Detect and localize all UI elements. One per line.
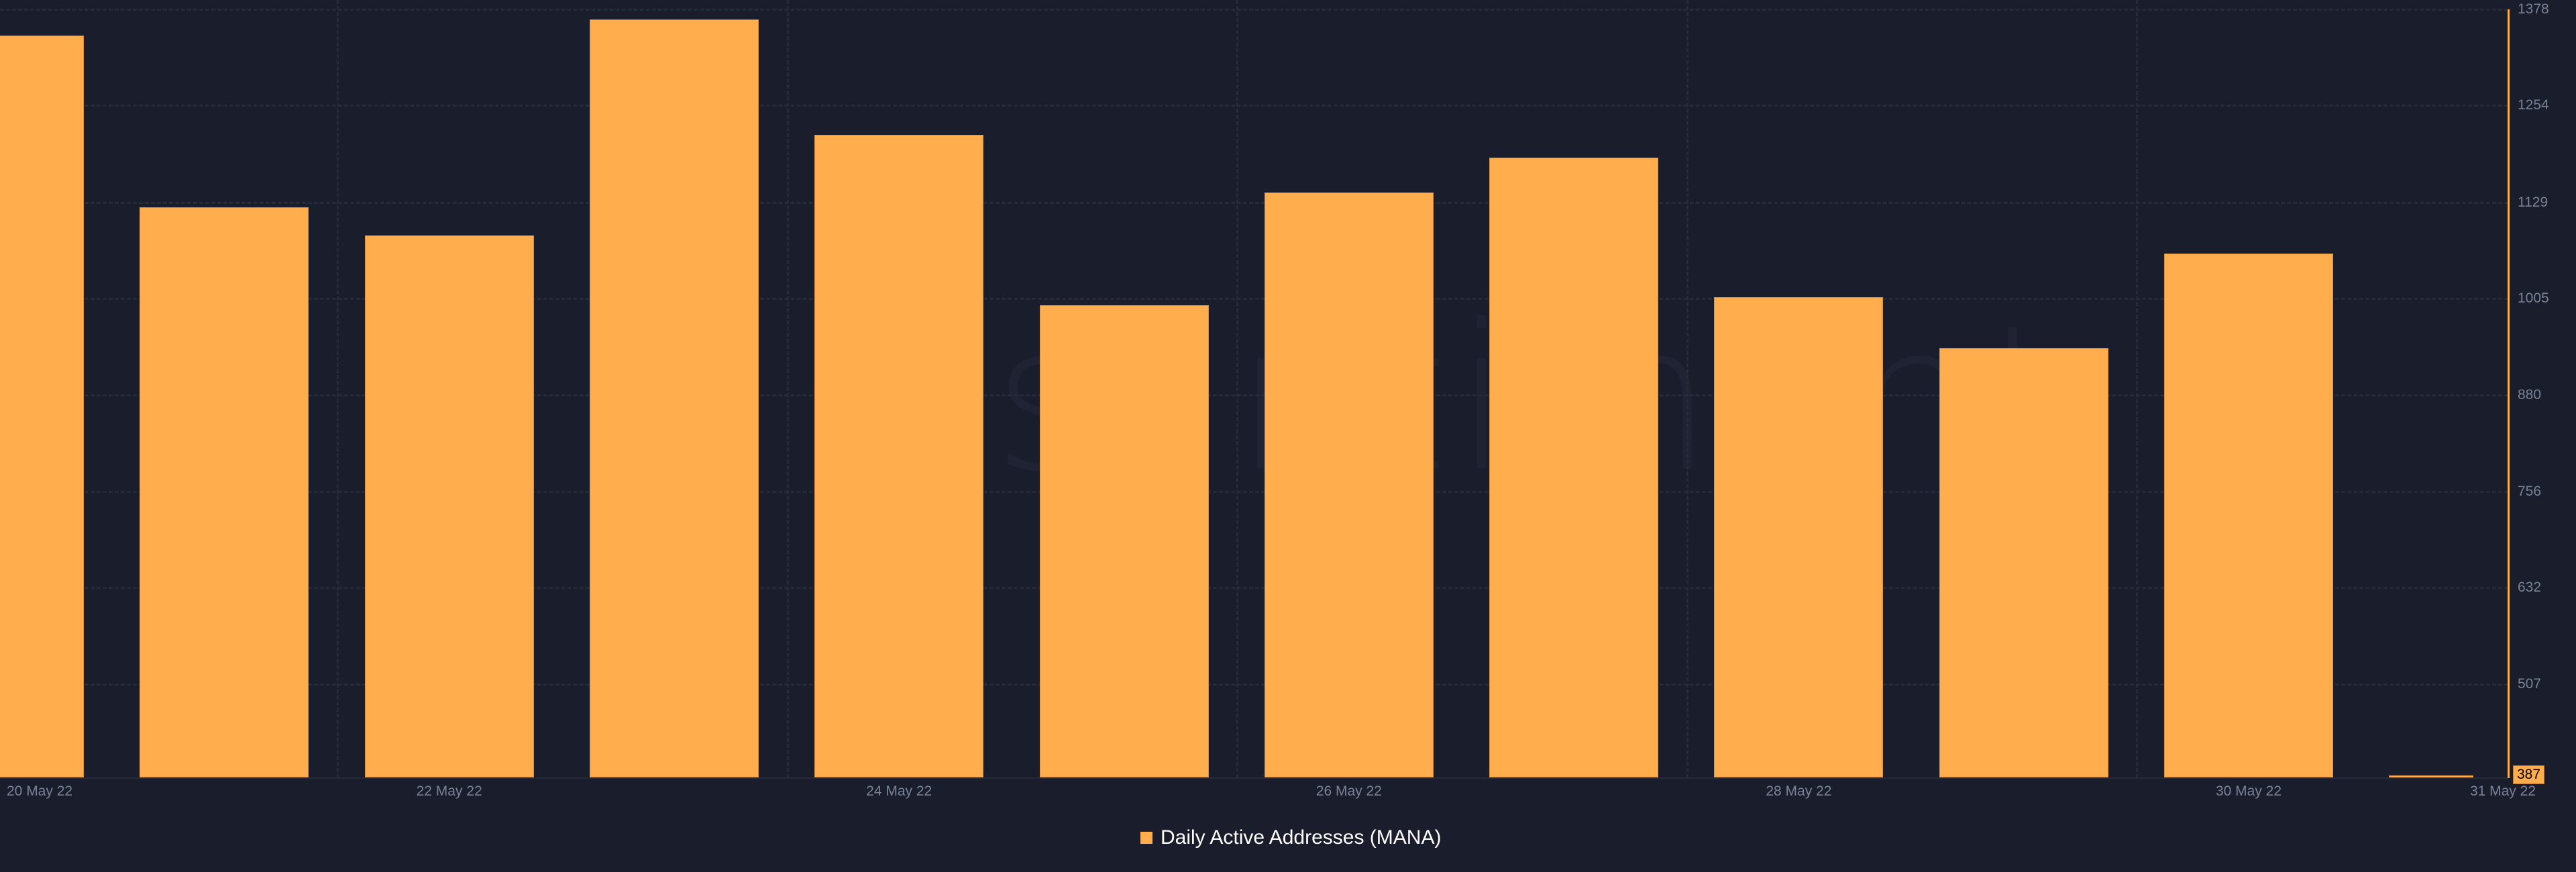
x-tick-label: 30 May 22 — [2215, 783, 2282, 799]
bar-20-may-22[interactable] — [0, 36, 84, 777]
y-tick-label: 880 — [2518, 387, 2542, 403]
y-tick-label: 1378 — [2518, 1, 2549, 17]
bar-29-may-22[interactable] — [1939, 347, 2108, 777]
y-tick-label: 756 — [2518, 483, 2542, 499]
x-tick-label: 31 May 22 — [2469, 783, 2536, 799]
bar-25-may-22[interactable] — [1039, 305, 1209, 777]
grid-line-horizontal — [0, 105, 2508, 107]
y-tick-label: 1129 — [2518, 194, 2548, 210]
x-tick-label: 26 May 22 — [1316, 783, 1382, 799]
grid-line-horizontal — [0, 394, 2508, 397]
grid-line-horizontal — [0, 297, 2508, 300]
bar-26-may-22[interactable] — [1264, 192, 1434, 777]
bar-23-may-22[interactable] — [589, 19, 759, 777]
y-tick-label: 1005 — [2518, 290, 2549, 306]
x-tick-label: 28 May 22 — [1766, 783, 1832, 799]
grid-line-vertical — [786, 0, 789, 778]
bar-28-may-22[interactable] — [1714, 296, 1884, 777]
grid-line-vertical — [336, 0, 339, 778]
bar-31-may-22[interactable] — [2389, 775, 2474, 778]
y-tick-label: 1254 — [2518, 97, 2549, 113]
current-value-label: 387 — [2513, 765, 2545, 784]
y-axis-line — [2508, 9, 2510, 778]
bar-30-may-22[interactable] — [2164, 253, 2333, 777]
grid-line-horizontal — [0, 586, 2508, 589]
grid-line-horizontal — [0, 9, 2508, 11]
grid-line-horizontal — [0, 684, 2508, 686]
legend-label: Daily Active Addresses (MANA) — [1161, 826, 1442, 849]
grid-line-vertical — [1236, 0, 1239, 778]
bar-21-may-22[interactable] — [140, 207, 309, 777]
y-tick-label: 632 — [2518, 579, 2542, 595]
x-axis-baseline — [0, 777, 2508, 779]
x-tick-label: 24 May 22 — [866, 783, 932, 799]
y-tick-label: 507 — [2518, 676, 2542, 692]
x-tick-label: 20 May 22 — [7, 783, 73, 799]
grid-line-horizontal — [0, 201, 2508, 204]
grid-line-horizontal — [0, 490, 2508, 493]
bar-22-may-22[interactable] — [364, 235, 534, 777]
plot-area[interactable]: santiment — [0, 0, 2508, 778]
bar-24-may-22[interactable] — [814, 135, 984, 777]
grid-line-vertical — [1686, 0, 1688, 778]
legend-swatch — [1140, 832, 1152, 844]
bar-27-may-22[interactable] — [1489, 157, 1659, 777]
legend-item[interactable]: Daily Active Addresses (MANA) — [1140, 826, 1441, 849]
x-tick-label: 22 May 22 — [416, 783, 482, 799]
grid-line-vertical — [2136, 0, 2139, 778]
